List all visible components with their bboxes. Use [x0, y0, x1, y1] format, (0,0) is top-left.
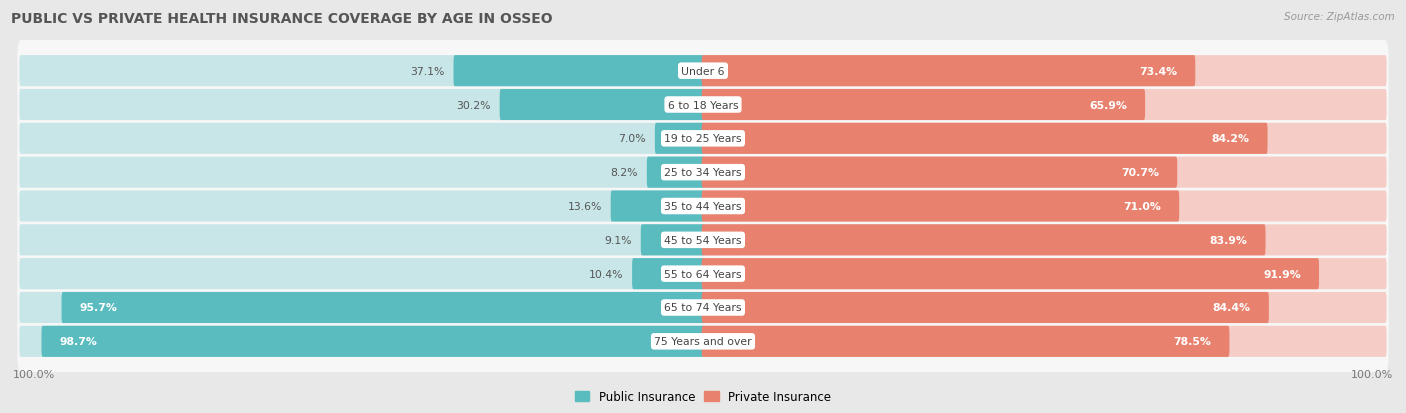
FancyBboxPatch shape — [702, 326, 1386, 357]
FancyBboxPatch shape — [62, 292, 704, 323]
FancyBboxPatch shape — [702, 292, 1386, 323]
FancyBboxPatch shape — [17, 142, 1389, 204]
FancyBboxPatch shape — [702, 90, 1144, 121]
Text: 25 to 34 Years: 25 to 34 Years — [664, 168, 742, 178]
Text: 7.0%: 7.0% — [619, 134, 647, 144]
FancyBboxPatch shape — [20, 191, 704, 222]
FancyBboxPatch shape — [702, 326, 1229, 357]
Text: 30.2%: 30.2% — [457, 100, 491, 110]
FancyBboxPatch shape — [702, 259, 1319, 290]
FancyBboxPatch shape — [702, 225, 1386, 256]
Text: 45 to 54 Years: 45 to 54 Years — [664, 235, 742, 245]
FancyBboxPatch shape — [702, 123, 1268, 154]
Text: 78.5%: 78.5% — [1174, 337, 1212, 347]
FancyBboxPatch shape — [17, 41, 1389, 102]
FancyBboxPatch shape — [702, 157, 1386, 188]
FancyBboxPatch shape — [20, 123, 704, 154]
Text: 95.7%: 95.7% — [80, 303, 118, 313]
Text: 6 to 18 Years: 6 to 18 Years — [668, 100, 738, 110]
FancyBboxPatch shape — [499, 90, 704, 121]
FancyBboxPatch shape — [17, 74, 1389, 136]
FancyBboxPatch shape — [20, 157, 704, 188]
Text: 8.2%: 8.2% — [610, 168, 638, 178]
FancyBboxPatch shape — [17, 243, 1389, 305]
FancyBboxPatch shape — [20, 292, 704, 323]
Text: 10.4%: 10.4% — [589, 269, 623, 279]
Legend: Public Insurance, Private Insurance: Public Insurance, Private Insurance — [571, 385, 835, 408]
FancyBboxPatch shape — [702, 191, 1386, 222]
Text: 19 to 25 Years: 19 to 25 Years — [664, 134, 742, 144]
FancyBboxPatch shape — [20, 326, 704, 357]
FancyBboxPatch shape — [20, 56, 704, 87]
FancyBboxPatch shape — [641, 225, 704, 256]
FancyBboxPatch shape — [702, 225, 1265, 256]
FancyBboxPatch shape — [42, 326, 704, 357]
Text: 13.6%: 13.6% — [568, 202, 602, 211]
FancyBboxPatch shape — [17, 108, 1389, 170]
FancyBboxPatch shape — [633, 259, 704, 290]
Text: 73.4%: 73.4% — [1139, 66, 1177, 76]
FancyBboxPatch shape — [702, 259, 1386, 290]
Text: 65.9%: 65.9% — [1090, 100, 1128, 110]
FancyBboxPatch shape — [20, 259, 704, 290]
Text: 91.9%: 91.9% — [1263, 269, 1301, 279]
FancyBboxPatch shape — [17, 277, 1389, 339]
FancyBboxPatch shape — [20, 90, 704, 121]
Text: 83.9%: 83.9% — [1209, 235, 1247, 245]
FancyBboxPatch shape — [702, 157, 1177, 188]
Text: 71.0%: 71.0% — [1123, 202, 1161, 211]
Text: 65 to 74 Years: 65 to 74 Years — [664, 303, 742, 313]
Text: 9.1%: 9.1% — [605, 235, 633, 245]
Text: 84.4%: 84.4% — [1213, 303, 1251, 313]
Text: 75 Years and over: 75 Years and over — [654, 337, 752, 347]
FancyBboxPatch shape — [17, 209, 1389, 271]
FancyBboxPatch shape — [655, 123, 704, 154]
FancyBboxPatch shape — [702, 123, 1386, 154]
Text: Source: ZipAtlas.com: Source: ZipAtlas.com — [1284, 12, 1395, 22]
Text: 55 to 64 Years: 55 to 64 Years — [664, 269, 742, 279]
FancyBboxPatch shape — [702, 56, 1386, 87]
Text: 35 to 44 Years: 35 to 44 Years — [664, 202, 742, 211]
FancyBboxPatch shape — [702, 90, 1386, 121]
FancyBboxPatch shape — [702, 191, 1180, 222]
FancyBboxPatch shape — [17, 176, 1389, 237]
Text: Under 6: Under 6 — [682, 66, 724, 76]
FancyBboxPatch shape — [610, 191, 704, 222]
Text: 70.7%: 70.7% — [1121, 168, 1159, 178]
Text: 84.2%: 84.2% — [1212, 134, 1250, 144]
Text: 98.7%: 98.7% — [59, 337, 97, 347]
FancyBboxPatch shape — [454, 56, 704, 87]
FancyBboxPatch shape — [702, 292, 1268, 323]
FancyBboxPatch shape — [702, 56, 1195, 87]
FancyBboxPatch shape — [647, 157, 704, 188]
FancyBboxPatch shape — [20, 225, 704, 256]
Text: PUBLIC VS PRIVATE HEALTH INSURANCE COVERAGE BY AGE IN OSSEO: PUBLIC VS PRIVATE HEALTH INSURANCE COVER… — [11, 12, 553, 26]
Text: 37.1%: 37.1% — [411, 66, 444, 76]
FancyBboxPatch shape — [17, 311, 1389, 372]
